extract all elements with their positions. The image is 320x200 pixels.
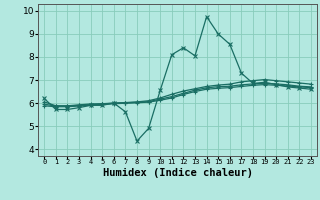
X-axis label: Humidex (Indice chaleur): Humidex (Indice chaleur) (103, 168, 252, 178)
